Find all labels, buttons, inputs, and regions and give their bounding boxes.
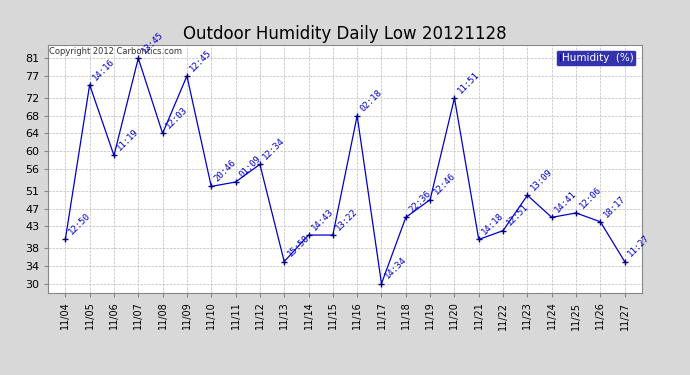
Text: Copyright 2012 Carbontics.com: Copyright 2012 Carbontics.com	[49, 48, 182, 57]
Text: 14:41: 14:41	[553, 189, 578, 214]
Text: 12:51: 12:51	[504, 202, 530, 228]
Text: 14:16: 14:16	[91, 57, 117, 82]
Legend: Humidity  (%): Humidity (%)	[556, 50, 636, 66]
Text: 12:45: 12:45	[188, 48, 214, 73]
Text: 11:19: 11:19	[115, 128, 141, 153]
Text: 22:36: 22:36	[407, 189, 433, 214]
Title: Outdoor Humidity Daily Low 20121128: Outdoor Humidity Daily Low 20121128	[183, 26, 507, 44]
Text: 12:46: 12:46	[431, 171, 457, 197]
Text: 01:09: 01:09	[237, 154, 262, 179]
Text: 12:03: 12:03	[164, 105, 189, 130]
Text: 12:06: 12:06	[578, 185, 603, 210]
Text: 12:34: 12:34	[262, 136, 286, 162]
Text: 14:34: 14:34	[383, 255, 408, 281]
Text: 13:45: 13:45	[139, 30, 165, 56]
Text: 14:43: 14:43	[310, 207, 335, 232]
Text: 11:27: 11:27	[626, 233, 651, 259]
Text: 13:22: 13:22	[334, 207, 359, 232]
Text: 02:18: 02:18	[359, 88, 384, 113]
Text: 13:09: 13:09	[529, 167, 554, 192]
Text: 20:46: 20:46	[213, 158, 238, 184]
Text: 15:58: 15:58	[286, 233, 311, 259]
Text: 11:51: 11:51	[456, 70, 481, 95]
Text: 12:50: 12:50	[67, 211, 92, 237]
Text: 18:17: 18:17	[602, 194, 627, 219]
Text: 14:18: 14:18	[480, 211, 506, 237]
